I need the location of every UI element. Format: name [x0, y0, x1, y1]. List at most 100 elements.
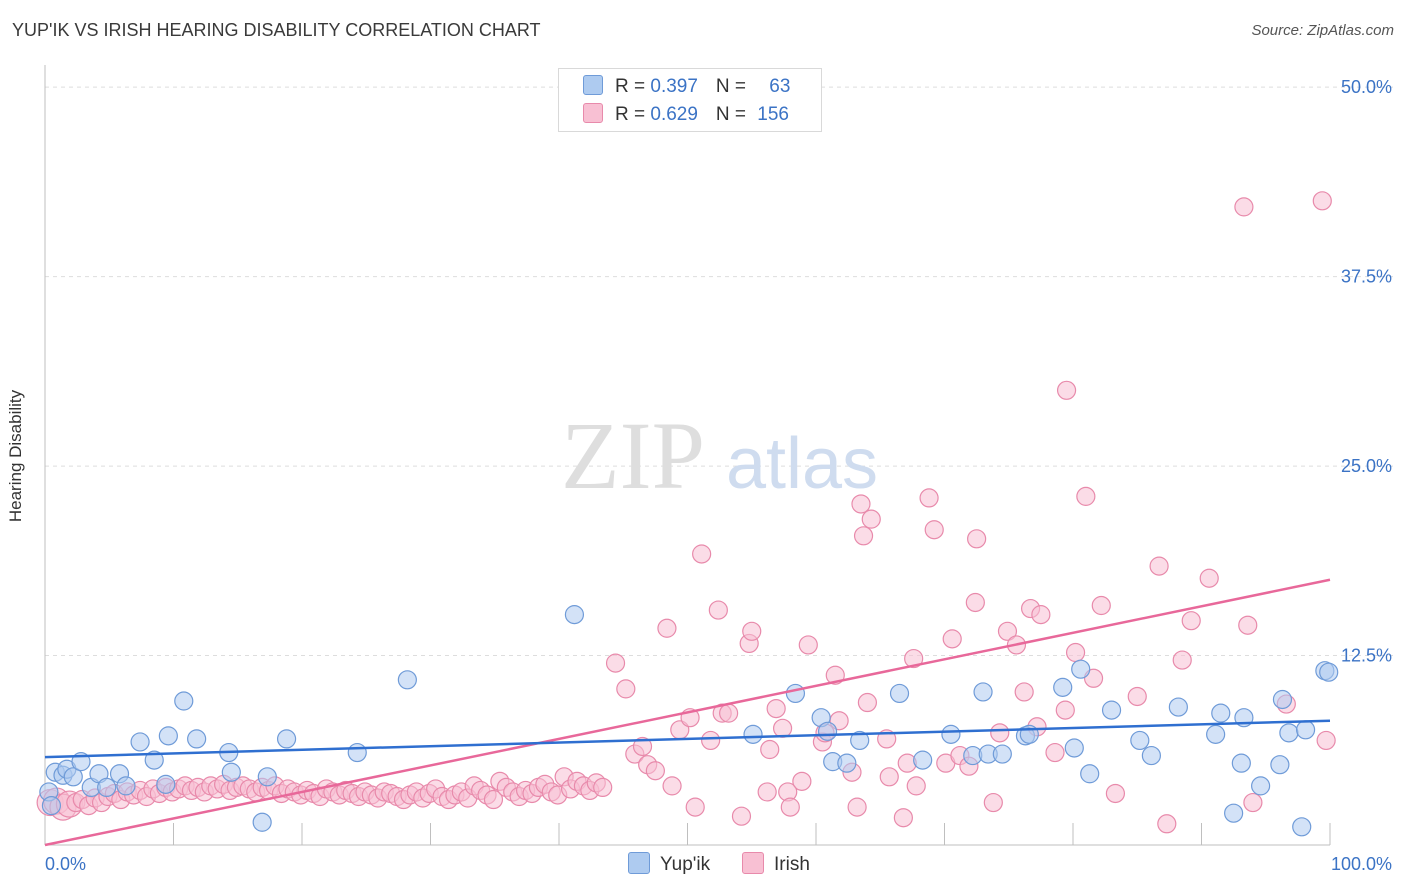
irish-point	[893, 808, 913, 828]
yupik-point	[1295, 720, 1316, 740]
irish-point	[1149, 556, 1169, 576]
irish-point	[1181, 611, 1201, 631]
irish-point	[645, 761, 665, 781]
yupik-trend-line	[44, 719, 1331, 759]
legend-row-irish: R = 0.629 N = 156	[583, 103, 789, 126]
chart-source: Source: ZipAtlas.com	[1251, 22, 1394, 39]
irish-point	[757, 782, 777, 802]
yupik-point	[1292, 817, 1312, 837]
irish-point	[942, 629, 962, 649]
yupik-point	[221, 762, 241, 782]
x-tick-label: 100.0%	[1331, 854, 1392, 874]
yupik-point	[1251, 776, 1271, 796]
irish-point	[780, 797, 800, 817]
irish-point	[1105, 783, 1126, 804]
trend-lines	[44, 578, 1331, 847]
irish-point	[662, 776, 682, 796]
yupik-point	[785, 683, 806, 704]
y-tick-label: 50.0%	[1341, 77, 1392, 97]
irish-point	[616, 679, 636, 699]
yupik-point	[1279, 723, 1299, 743]
yupik-point	[130, 732, 150, 752]
irish-point	[798, 635, 818, 655]
legend-r-label: R =	[615, 76, 651, 97]
axes	[44, 65, 1331, 846]
yupik-point	[187, 729, 207, 749]
irish-point	[742, 621, 762, 641]
irish-point	[1045, 742, 1065, 763]
yupik-point	[63, 767, 83, 787]
legend-swatch-irish	[583, 103, 603, 123]
y-tick-label: 25.0%	[1341, 456, 1392, 476]
irish-point	[685, 797, 705, 817]
irish-point	[1316, 730, 1336, 751]
irish-point	[990, 723, 1010, 743]
yupik-point	[973, 682, 993, 702]
irish-point	[861, 509, 881, 529]
yupik-point	[992, 744, 1012, 764]
yupik-point	[743, 724, 763, 744]
yupik-point	[1231, 753, 1251, 773]
irish-point	[1238, 615, 1258, 635]
irish-point	[983, 792, 1003, 813]
irish-point	[701, 730, 721, 751]
yupik-point	[97, 777, 117, 798]
watermark: ZIP atlas	[561, 402, 878, 509]
irish-point	[997, 621, 1018, 641]
yupik-point	[1064, 738, 1084, 758]
irish-point	[904, 648, 924, 669]
irish-point	[1234, 197, 1254, 217]
legend-n-value: 63	[769, 76, 791, 97]
irish-point	[1157, 814, 1177, 834]
yupik-point	[1224, 803, 1244, 823]
legend-swatch-yupik	[583, 75, 603, 95]
yupik-point	[1206, 724, 1226, 744]
yupik-point	[276, 729, 297, 749]
yupik-point	[116, 776, 136, 796]
irish-point	[853, 526, 874, 546]
irish-point	[924, 520, 944, 540]
irish-point	[605, 653, 626, 673]
yupik-point	[1272, 689, 1293, 710]
legend-row-yupik: R = 0.397 N = 63	[583, 75, 790, 98]
yupik-point	[347, 742, 367, 763]
yupik-point	[941, 724, 961, 744]
irish-point	[1031, 605, 1051, 625]
irish-point	[1014, 682, 1034, 702]
irish-point	[906, 776, 926, 796]
irish-point	[897, 753, 917, 773]
y-tick-label: 37.5%	[1341, 267, 1392, 287]
irish-point	[1056, 380, 1077, 400]
yupik-point	[1071, 659, 1091, 679]
legend-r-value: 0.397	[650, 76, 698, 97]
yupik-point	[252, 812, 272, 832]
tick-labels: 12.5% 25.0% 37.5% 50.0% 0.0% 100.0%	[45, 77, 1392, 874]
irish-point	[760, 739, 780, 760]
bottom-legend-swatch-irish	[742, 852, 764, 874]
irish-trend-line	[44, 578, 1331, 847]
yupik-point	[837, 753, 857, 773]
yupik-point	[1319, 662, 1339, 682]
legend-n-label: N =	[715, 76, 752, 97]
irish-point	[632, 736, 653, 757]
watermark-zip: ZIP	[561, 402, 705, 509]
irish-point	[719, 703, 739, 723]
chart-title: YUP'IK VS IRISH HEARING DISABILITY CORRE…	[12, 20, 541, 40]
irish-point	[1091, 595, 1111, 616]
yupik-point	[41, 795, 62, 816]
yupik-point	[1080, 764, 1100, 784]
yupik-point	[1130, 730, 1150, 751]
legend-n-label: N =	[715, 104, 752, 125]
bottom-legend-yupik: Yup'ik	[628, 852, 710, 876]
yupik-point	[1270, 755, 1290, 775]
legend-r-value: 0.629	[650, 104, 698, 125]
irish-point	[483, 789, 504, 810]
yupik-point	[1141, 745, 1161, 766]
yupik-point	[397, 670, 417, 690]
irish-point	[1172, 650, 1192, 670]
watermark-atlas: atlas	[726, 424, 878, 504]
yupik-series	[39, 605, 1339, 837]
irish-point	[731, 806, 752, 826]
irish-point	[847, 797, 867, 817]
